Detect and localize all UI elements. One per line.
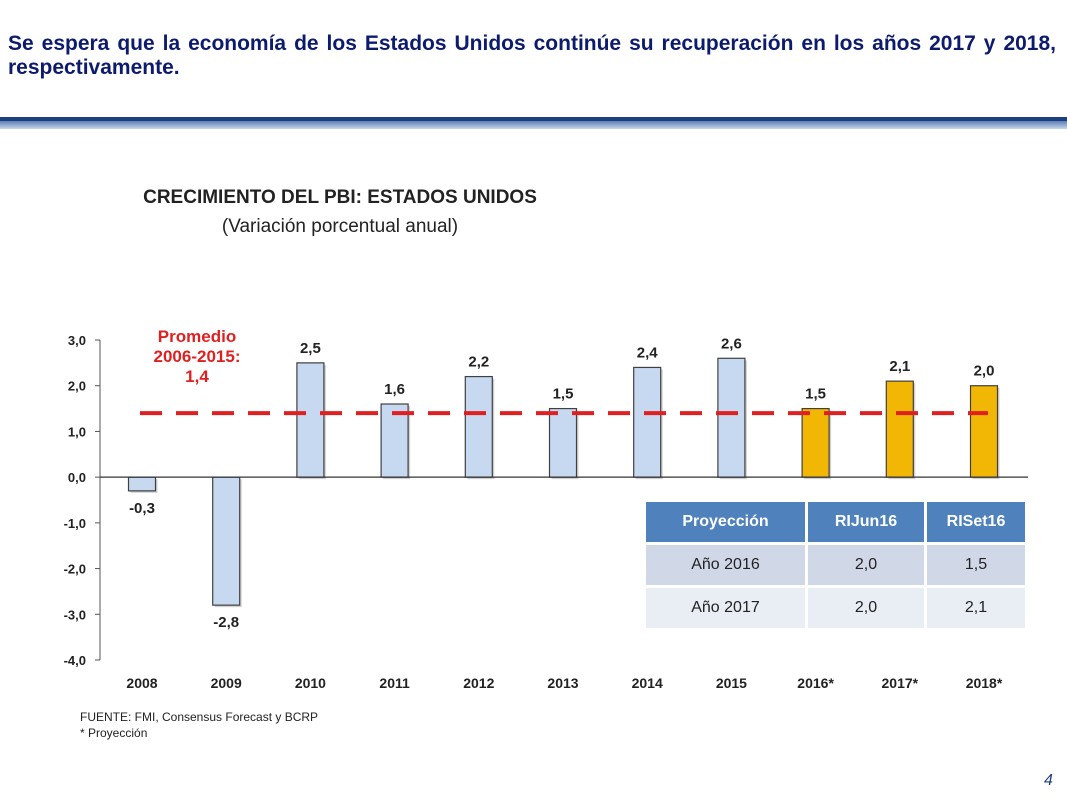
table-cell: 2,0 bbox=[808, 588, 924, 628]
y-tick-label: 3,0 bbox=[68, 333, 86, 348]
x-tick-label: 2015 bbox=[716, 675, 747, 691]
y-tick-label: -4,0 bbox=[64, 653, 86, 668]
slide-title: Se espera que la economía de los Estados… bbox=[8, 32, 1056, 79]
table-header-rijun16: RIJun16 bbox=[808, 502, 924, 542]
data-label: 1,5 bbox=[553, 386, 574, 403]
y-tick-label: 0,0 bbox=[68, 470, 86, 485]
average-label: 2006-2015: bbox=[154, 347, 241, 366]
table-header-proyeccion: Proyección bbox=[646, 502, 805, 542]
y-tick-label: -1,0 bbox=[64, 516, 86, 531]
x-tick-label: 2017* bbox=[882, 675, 919, 691]
bar-2011 bbox=[380, 403, 409, 478]
chart-title: CRECIMIENTO DEL PBI: ESTADOS UNIDOS bbox=[143, 187, 537, 208]
data-label: 1,5 bbox=[805, 386, 826, 403]
footnote-projection: * Proyección bbox=[80, 726, 148, 740]
chart-subtitle: (Variación porcentual anual) bbox=[221, 216, 459, 237]
title-rule-shadow bbox=[0, 121, 1067, 129]
bar-2015 bbox=[717, 357, 746, 478]
bar-2009 bbox=[212, 476, 241, 606]
data-label: 2,2 bbox=[468, 354, 489, 371]
table-cell: 2,1 bbox=[927, 588, 1025, 628]
table-cell: 1,5 bbox=[927, 545, 1025, 585]
page-number: 4 bbox=[1044, 772, 1053, 789]
data-label: 2,5 bbox=[300, 340, 321, 357]
x-tick-label: 2008 bbox=[126, 675, 157, 691]
x-tick-label: 2009 bbox=[211, 675, 242, 691]
table-header-riset16: RISet16 bbox=[927, 502, 1025, 542]
y-tick-label: -2,0 bbox=[64, 562, 86, 577]
average-label: 1,4 bbox=[185, 367, 209, 386]
bar-2013 bbox=[548, 407, 578, 478]
bar-2012 bbox=[464, 375, 493, 478]
table-cell: 2,0 bbox=[808, 545, 924, 585]
bar-2018* bbox=[969, 385, 999, 478]
x-tick-label: 2012 bbox=[463, 675, 494, 691]
x-tick-label: 2016* bbox=[797, 675, 834, 691]
bar-2014 bbox=[633, 366, 662, 478]
bar-2017* bbox=[885, 380, 914, 478]
average-label: Promedio bbox=[158, 327, 236, 346]
table-cell: Año 2016 bbox=[646, 545, 805, 585]
data-label: 2,1 bbox=[889, 358, 910, 375]
data-label: -2,8 bbox=[213, 614, 239, 631]
bar-2016* bbox=[801, 407, 830, 478]
y-tick-label: -3,0 bbox=[64, 607, 86, 622]
bar-2008 bbox=[127, 476, 157, 492]
table-row: Año 2017 2,0 2,1 bbox=[646, 588, 1025, 628]
data-label: 2,0 bbox=[974, 363, 995, 380]
x-tick-label: 2010 bbox=[295, 675, 326, 691]
table-row: Año 2016 2,0 1,5 bbox=[646, 545, 1025, 585]
x-tick-label: 2011 bbox=[379, 675, 410, 691]
data-label: 1,6 bbox=[384, 381, 405, 398]
table-cell: Año 2017 bbox=[646, 588, 805, 628]
projection-table: Proyección RIJun16 RISet16 Año 2016 2,0 … bbox=[643, 499, 1028, 631]
data-label: -0,3 bbox=[129, 500, 155, 517]
data-label: 2,4 bbox=[637, 344, 659, 361]
y-tick-label: 2,0 bbox=[68, 379, 86, 394]
title-rule bbox=[0, 117, 1067, 121]
data-label: 2,6 bbox=[721, 335, 742, 352]
y-tick-label: 1,0 bbox=[68, 424, 86, 439]
x-tick-label: 2013 bbox=[547, 675, 578, 691]
x-tick-label: 2014 bbox=[632, 675, 663, 691]
bar-2010 bbox=[296, 362, 325, 478]
footnote-source: FUENTE: FMI, Consensus Forecast y BCRP bbox=[80, 710, 319, 724]
x-tick-label: 2018* bbox=[966, 675, 1003, 691]
